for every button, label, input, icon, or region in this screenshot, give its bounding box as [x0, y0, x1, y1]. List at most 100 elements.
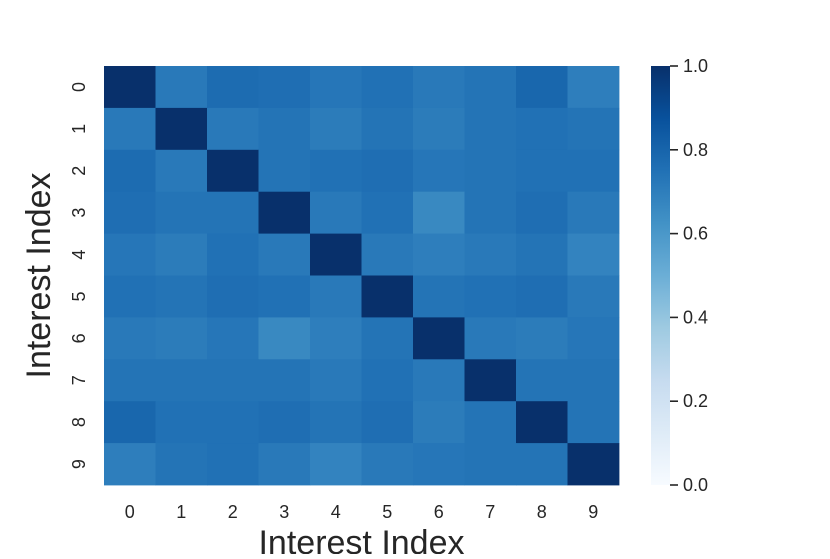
heatmap-cell [258, 107, 311, 151]
heatmap-cell [310, 359, 362, 402]
heatmap-cell [104, 149, 156, 193]
heatmap-cell [413, 401, 465, 444]
y-tick-label: 0 [69, 82, 89, 92]
heatmap-cell [516, 233, 568, 276]
heatmap-cell [413, 233, 465, 276]
heatmap-cell [155, 401, 208, 444]
heatmap-cell [155, 317, 208, 360]
heatmap-cell [413, 107, 465, 151]
colorbar-tick-label: 0.6 [683, 224, 708, 244]
x-tick-label: 2 [228, 502, 238, 522]
heatmap-cell [464, 107, 517, 151]
heatmap-cell [361, 66, 414, 109]
heatmap-cell [464, 191, 517, 234]
heatmap-cell [258, 191, 311, 234]
heatmap-cell [361, 317, 414, 360]
heatmap-cell [413, 66, 465, 109]
heatmap-cell [567, 191, 620, 234]
heatmap-cell [155, 149, 208, 193]
heatmap-cell [155, 275, 208, 318]
x-tick-label: 6 [434, 502, 444, 522]
heatmap-cell [104, 359, 156, 402]
heatmap-cell [207, 443, 259, 486]
heatmap-cell [104, 233, 156, 276]
heatmap-cell [413, 275, 465, 318]
x-tick-label: 7 [485, 502, 495, 522]
heatmap-cell [567, 359, 620, 402]
heatmap-cell [567, 401, 620, 444]
x-tick-label: 8 [537, 502, 547, 522]
heatmap-cell [155, 359, 208, 402]
colorbar-tick-label: 0.0 [683, 475, 708, 495]
heatmap-cell [258, 149, 311, 193]
heatmap-cell [567, 317, 620, 360]
y-tick-label: 1 [69, 124, 89, 134]
heatmap-cell [207, 401, 259, 444]
heatmap-cell [567, 275, 620, 318]
heatmap-cell [413, 359, 465, 402]
heatmap-cell [104, 401, 156, 444]
y-tick-label: 2 [69, 166, 89, 176]
heatmap-cell [310, 275, 362, 318]
heatmap-cell [516, 275, 568, 318]
heatmap-cell [567, 66, 620, 109]
heatmap-cell [567, 149, 620, 193]
heatmap-cell [207, 107, 259, 151]
heatmap-cell [155, 107, 208, 151]
heatmap-cell [104, 317, 156, 360]
heatmap-cell [361, 233, 414, 276]
heatmap-cell [516, 66, 568, 109]
heatmap-cell [258, 233, 311, 276]
heatmap-cell [464, 317, 517, 360]
heatmap-cell [258, 317, 311, 360]
heatmap-cell [104, 66, 156, 109]
y-tick-label: 5 [69, 291, 89, 301]
heatmap-cell [516, 359, 568, 402]
heatmap-cell [104, 275, 156, 318]
heatmap-cell [258, 401, 311, 444]
heatmap-cell [310, 233, 362, 276]
heatmap-cell [258, 66, 311, 109]
x-tick-label: 9 [588, 502, 598, 522]
heatmap-cell [567, 233, 620, 276]
heatmap-cell [361, 191, 414, 234]
heatmap-cell [207, 233, 259, 276]
heatmap-cell [104, 443, 156, 486]
heatmap-cell [155, 443, 208, 486]
heatmap-cell [310, 401, 362, 444]
colorbar-tick-label: 0.4 [683, 307, 708, 327]
x-tick-label: 3 [279, 502, 289, 522]
heatmap-cell [310, 317, 362, 360]
x-axis-title: Interest Index [258, 524, 464, 554]
heatmap-cell [516, 191, 568, 234]
heatmap-cell [207, 66, 259, 109]
heatmap-cell [464, 401, 517, 444]
y-tick-label: 6 [69, 333, 89, 343]
heatmap-cell [361, 359, 414, 402]
heatmap-cell [516, 107, 568, 151]
y-tick-label: 9 [69, 459, 89, 469]
heatmap-cell [155, 233, 208, 276]
heatmap-cell [464, 275, 517, 318]
heatmap-cell [464, 66, 517, 109]
x-tick-label: 1 [176, 502, 186, 522]
colorbar-tick-label: 1.0 [683, 56, 708, 76]
x-tick-label: 0 [125, 502, 135, 522]
heatmap-cell [207, 191, 259, 234]
heatmap-cell [310, 66, 362, 109]
heatmap-cell [516, 317, 568, 360]
heatmap-cell [310, 149, 362, 193]
heatmap-cell [567, 107, 620, 151]
heatmap-cell [464, 233, 517, 276]
x-tick-label: 4 [331, 502, 341, 522]
y-tick-label: 3 [69, 208, 89, 218]
heatmap-cell [361, 149, 414, 193]
heatmap-cell [258, 275, 311, 318]
colorbar-tick-label: 0.8 [683, 140, 708, 160]
colorbar-tick-label: 0.2 [683, 391, 708, 411]
heatmap-cell [207, 317, 259, 360]
heatmap-cell [516, 149, 568, 193]
heatmap-cell [361, 107, 414, 151]
